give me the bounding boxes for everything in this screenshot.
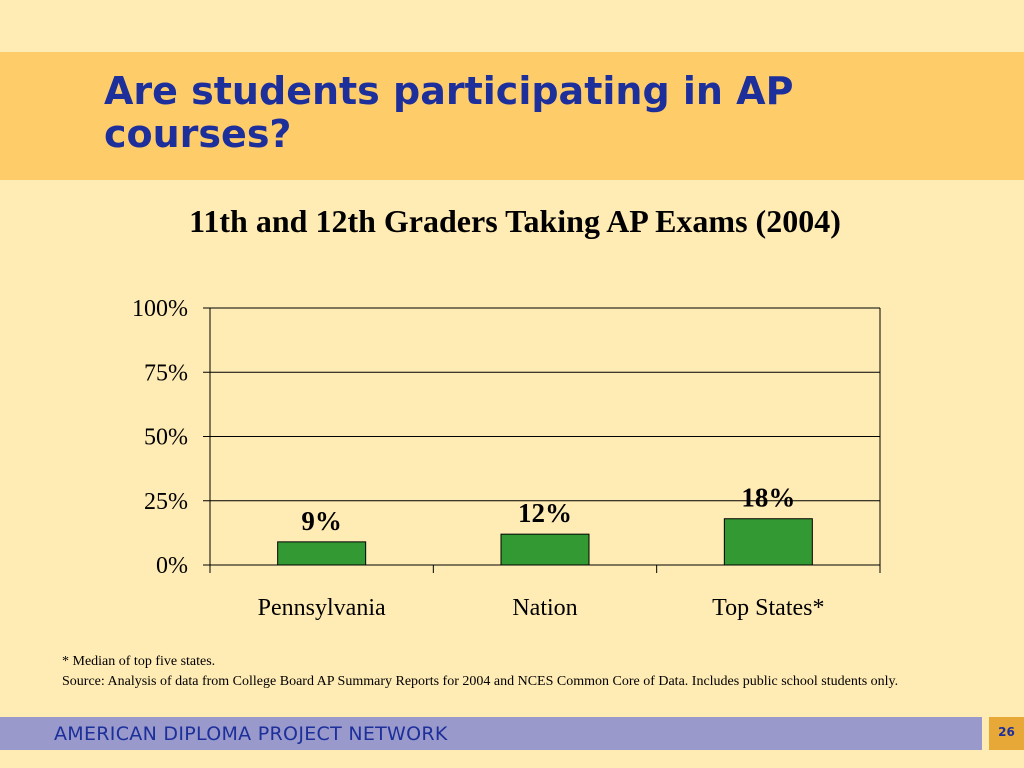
- bar: [277, 541, 367, 566]
- footnote-median: * Median of top five states.: [62, 654, 216, 669]
- y-tick-label: 25%: [144, 489, 188, 515]
- y-tick-label: 100%: [132, 296, 188, 322]
- bar: [500, 533, 590, 566]
- footer-organization: AMERICAN DIPLOMA PROJECT NETWORK: [54, 723, 448, 745]
- data-label: 9%: [301, 506, 342, 536]
- title-band: [0, 52, 1024, 180]
- page-number-box: [989, 717, 1024, 750]
- y-tick-label: 75%: [144, 360, 188, 386]
- bar: [723, 518, 813, 566]
- category-label: Nation: [512, 595, 577, 621]
- y-tick-label: 50%: [144, 425, 188, 451]
- page-number: 26: [998, 725, 1015, 739]
- data-label: 18%: [741, 483, 795, 513]
- footnote-source: Source: Analysis of data from College Bo…: [62, 673, 899, 689]
- footer-bar: [0, 717, 982, 750]
- data-label: 12%: [518, 498, 572, 528]
- footnote: * Median of top five states. Source: Ana…: [62, 652, 962, 691]
- slide-title: Are students participating in AP courses…: [104, 69, 794, 156]
- bar-chart: 0% 25% 50% 75% 100% 9% Pennsylvania 12% Nation 18…: [132, 296, 881, 621]
- y-tick-label: 0%: [156, 553, 188, 579]
- category-label: Top States*: [712, 595, 824, 621]
- chart-title: 11th and 12th Graders Taking AP Exams (2…: [189, 203, 841, 239]
- category-label: Pennsylvania: [258, 595, 386, 621]
